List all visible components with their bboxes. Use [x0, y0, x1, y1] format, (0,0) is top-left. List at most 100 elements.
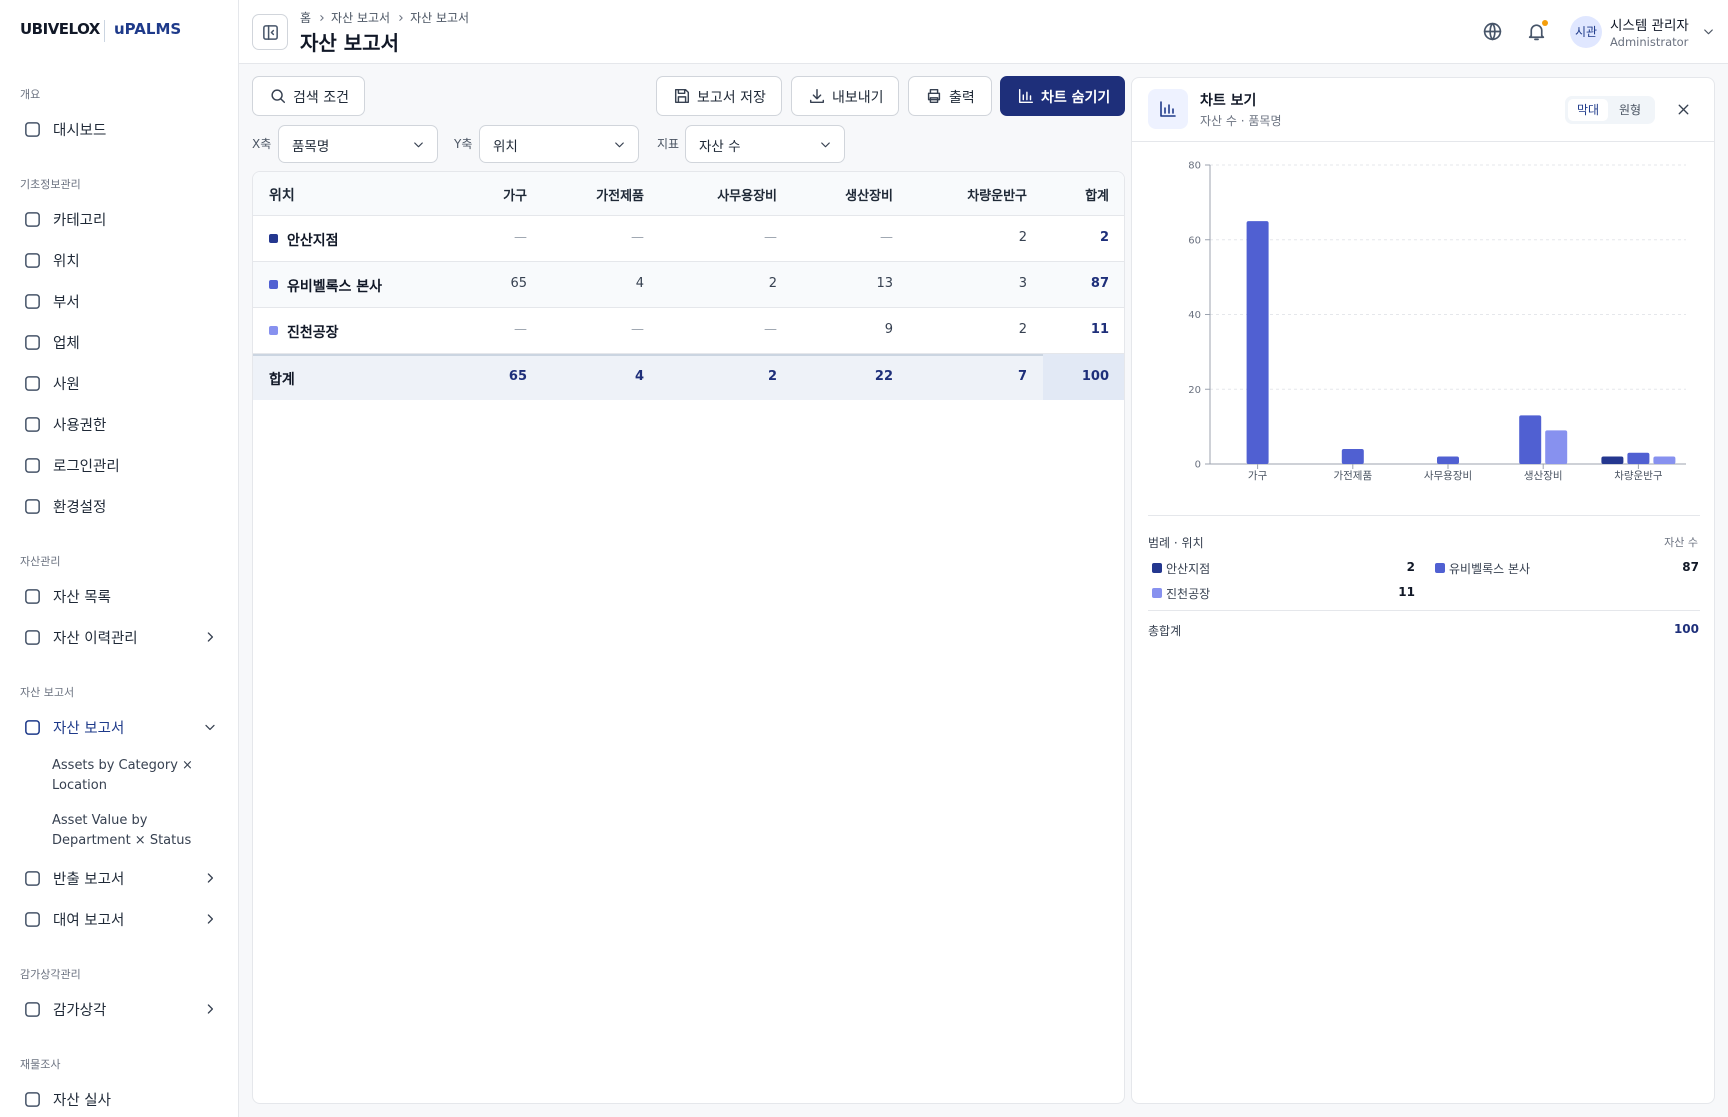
toolbar-button[interactable]: 보고서 저장 — [656, 76, 782, 116]
toolbar-button[interactable]: 차트 숨기기 — [1000, 76, 1125, 116]
close-button[interactable] — [1675, 101, 1693, 119]
nav-item[interactable]: 환경설정 — [10, 488, 229, 524]
breadcrumb-item[interactable]: 홈 — [300, 11, 312, 25]
filter-label: Y축 — [454, 137, 473, 151]
user-menu[interactable]: 시관 시스템 관리자 Administrator — [1570, 12, 1720, 54]
tab-active[interactable]: 막대 — [1568, 99, 1608, 121]
x-tick-label: 생산장비 — [1524, 470, 1563, 482]
footer-total-cell — [1043, 354, 1124, 400]
table-cell: 2 — [1018, 322, 1027, 337]
icon — [1704, 29, 1713, 35]
panel-title: 차트 보기 — [1200, 93, 1257, 109]
nav-label: 환경설정 — [53, 500, 107, 516]
filter-select[interactable]: 품목명 — [278, 125, 438, 163]
icon — [25, 253, 40, 268]
legend-swatch — [1435, 563, 1445, 573]
sidebar-toggle[interactable] — [252, 14, 288, 50]
footer-cell: 합계 — [269, 372, 295, 388]
nav-item[interactable]: 반출 보고서 — [10, 860, 229, 896]
language-button[interactable] — [1482, 21, 1504, 43]
section-title: 재물조사 — [20, 1058, 61, 1071]
icon — [25, 212, 40, 227]
filter-select[interactable]: 자산 수 — [685, 125, 845, 163]
tab[interactable]: 원형 — [1618, 103, 1642, 117]
nav-item[interactable]: 위치 — [10, 242, 229, 278]
nav-item[interactable]: 자산 실사 — [10, 1081, 229, 1117]
footer-cell: 7 — [1017, 369, 1027, 384]
nav-label: 사원 — [53, 377, 80, 393]
icon-rect — [25, 1002, 40, 1017]
nav-label: 카테고리 — [53, 213, 107, 229]
legend-value: 2 — [1406, 560, 1415, 574]
table-cell: — — [514, 322, 527, 337]
icon-path — [1528, 24, 1545, 41]
nav-item[interactable]: 자산 보고서 — [10, 709, 229, 745]
y-tick-label: 60 — [1188, 235, 1201, 246]
breadcrumb-item[interactable]: 자산 보고서 — [331, 11, 391, 25]
select-value: 품목명 — [292, 139, 330, 155]
icon-path — [615, 142, 624, 148]
legend-swatch — [1152, 563, 1162, 573]
chart-type-tabs: 막대 원형 — [1565, 96, 1655, 124]
icon — [1018, 88, 1034, 104]
icon-rect — [25, 589, 40, 604]
nav-label: 대시보드 — [53, 123, 107, 139]
icon-path — [205, 724, 215, 731]
toolbar-button[interactable]: 출력 — [908, 76, 992, 116]
table-cell: 13 — [876, 276, 893, 291]
y-tick-label: 80 — [1188, 161, 1201, 172]
nav-label: 부서 — [53, 295, 80, 311]
table-cell: 9 — [884, 322, 893, 337]
nav-item[interactable]: 대여 보고서 — [10, 901, 229, 937]
nav-label: 대여 보고서 — [53, 913, 125, 929]
nav-label: 업체 — [53, 336, 80, 352]
table-row — [253, 262, 1124, 308]
icon-rect — [25, 122, 40, 137]
nav-subitem[interactable]: Assets by Category × Location — [52, 758, 193, 793]
icon-path — [927, 88, 941, 104]
section-title: 자산관리 — [20, 555, 61, 568]
nav-item[interactable]: 업체 — [10, 324, 229, 360]
nav-item[interactable]: 감가상각 — [10, 991, 229, 1027]
icon — [821, 142, 830, 148]
notification-button[interactable] — [1526, 21, 1548, 43]
legend-value: 87 — [1682, 560, 1699, 574]
brand-divider — [104, 20, 105, 42]
column-header: 생산장비 — [845, 189, 893, 204]
filter-select[interactable]: 위치 — [479, 125, 639, 163]
icon — [207, 1004, 214, 1014]
icon-rect — [25, 253, 40, 268]
nav-item[interactable]: 로그인관리 — [10, 447, 229, 483]
icon — [207, 632, 214, 642]
nav-item[interactable]: 사원 — [10, 365, 229, 401]
table-cell: — — [880, 230, 893, 245]
search-button[interactable]: 검색 조건 — [252, 76, 365, 116]
section-title: 감가상각관리 — [20, 968, 81, 981]
table-cell: — — [631, 322, 644, 337]
nav-item[interactable]: 대시보드 — [10, 111, 229, 147]
nav-label: 자산 보고서 — [53, 721, 125, 737]
table-cell: 2 — [768, 276, 777, 291]
bar — [1545, 430, 1568, 464]
nav-subitem[interactable]: Asset Value by Department × Status — [52, 813, 192, 848]
nav-item[interactable]: 자산 목록 — [10, 578, 229, 614]
legend-title: 범례 · 위치 — [1148, 536, 1204, 550]
toolbar-button[interactable]: 내보내기 — [791, 76, 899, 116]
icon — [1160, 101, 1176, 117]
row-label: 안산지점 — [287, 233, 339, 249]
x-tick-label: 가구 — [1248, 470, 1268, 482]
nav-item[interactable]: 자산 이력관리 — [10, 619, 229, 655]
icon — [414, 142, 423, 148]
icon-rect — [25, 871, 40, 886]
y-tick-label: 20 — [1188, 385, 1201, 396]
nav-label: 자산 목록 — [53, 590, 111, 606]
nav-item[interactable]: 부서 — [10, 283, 229, 319]
nav-item[interactable]: 사용권한 — [10, 406, 229, 442]
section-title: 자산 보고서 — [20, 686, 75, 699]
icon-rect — [25, 1092, 40, 1107]
icon-rect — [25, 294, 40, 309]
icon-rect — [25, 417, 40, 432]
icon-path — [207, 914, 214, 924]
nav-item[interactable]: 카테고리 — [10, 201, 229, 237]
